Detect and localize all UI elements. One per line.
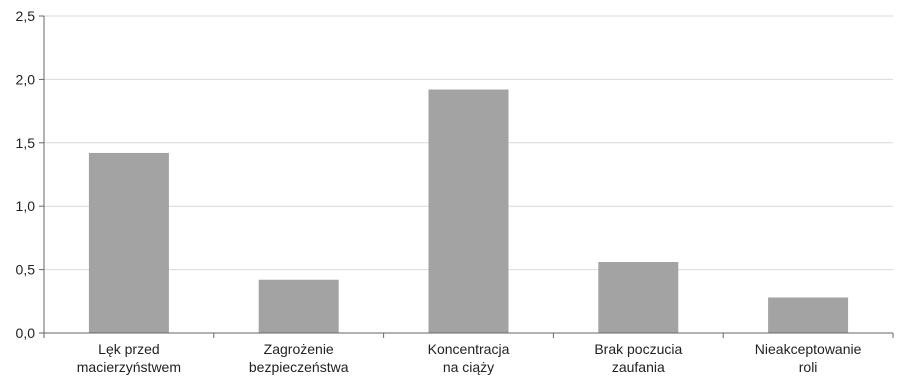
y-tick-label: 0,0 [16, 325, 36, 341]
axes [39, 15, 894, 338]
y-tick-label: 2,5 [16, 8, 36, 24]
bar [598, 261, 679, 333]
x-category-label: Lęk przed macierzyństwem [77, 341, 181, 375]
x-category-label: Brak poczucia zaufania [594, 341, 682, 375]
y-tick-label: 0,5 [16, 262, 36, 278]
x-category-label-line: Zagrożenie [264, 341, 334, 357]
bar [258, 279, 339, 333]
x-category-label: Zagrożenie bezpieczeństwa [249, 341, 349, 375]
x-category-label-line: zaufania [612, 359, 665, 375]
y-tick-labels: 0,0 0,5 1,0 1,5 2,0 2,5 [16, 8, 36, 341]
x-category-label: Nieakceptowanie roli [755, 341, 862, 375]
x-category-label-line: Nieakceptowanie [755, 341, 862, 357]
x-category-label-line: Brak poczucia [594, 341, 682, 357]
bar [428, 89, 509, 333]
x-category-label-line: bezpieczeństwa [249, 359, 349, 375]
x-category-label-line: macierzyństwem [77, 359, 181, 375]
x-category-label-line: Koncentracja [428, 341, 510, 357]
x-category-label: Koncentracja na ciąży [428, 341, 510, 375]
y-tick-label: 2,0 [16, 71, 36, 87]
x-category-label-line: Lęk przed [98, 341, 159, 357]
y-tick-label: 1,0 [16, 198, 36, 214]
y-tick-label: 1,5 [16, 135, 36, 151]
bar [768, 297, 849, 333]
bar [88, 152, 169, 333]
x-category-label-line: roli [799, 359, 818, 375]
x-category-labels: Lęk przed macierzyństwem Zagrożenie bezpiec… [77, 341, 862, 375]
bars [88, 89, 849, 333]
x-category-label-line: na ciąży [443, 359, 494, 375]
